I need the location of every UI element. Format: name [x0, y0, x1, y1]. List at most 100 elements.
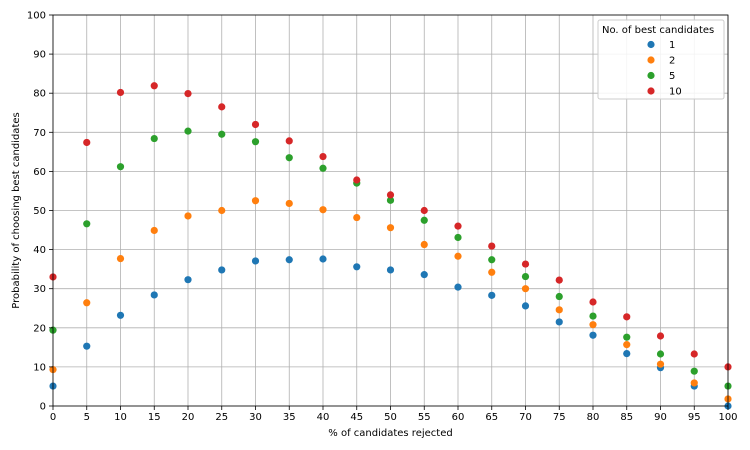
x-tick-label: 90	[654, 412, 667, 423]
data-point-series-5	[488, 256, 496, 264]
x-tick-label: 0	[50, 412, 56, 423]
data-point-series-1	[150, 291, 158, 299]
legend-marker	[647, 40, 655, 49]
data-point-series-5	[285, 154, 293, 162]
data-point-series-5	[319, 164, 327, 172]
data-point-series-10	[454, 222, 462, 230]
data-point-series-1	[218, 266, 226, 274]
y-tick-label: 40	[33, 245, 46, 256]
legend: No. of best candidates 1 2 5 10	[597, 19, 725, 100]
data-point-series-2	[184, 212, 192, 220]
data-point-series-2	[285, 199, 293, 208]
x-tick-label: 55	[418, 412, 431, 423]
x-tick-label: 15	[148, 412, 161, 423]
data-point-series-2	[589, 321, 597, 329]
data-point-series-10	[386, 191, 395, 199]
data-point-series-2	[488, 268, 496, 276]
data-point-series-5	[218, 130, 226, 138]
x-tick-label: 40	[317, 412, 330, 423]
data-point-series-10	[623, 313, 631, 321]
x-tick-label: 25	[215, 412, 228, 423]
data-point-series-2	[386, 224, 395, 232]
legend-box	[597, 19, 725, 100]
legend-label: 1	[669, 40, 675, 51]
data-point-series-10	[251, 120, 260, 129]
data-point-series-5	[454, 233, 462, 242]
data-point-series-5	[83, 220, 91, 228]
data-point-series-5	[184, 127, 192, 135]
data-point-series-1	[488, 291, 496, 299]
data-point-series-1	[386, 266, 395, 274]
legend-label: 2	[669, 56, 675, 67]
x-tick-label: 95	[688, 412, 701, 423]
x-tick-label: 100	[718, 412, 737, 423]
data-point-series-1	[83, 342, 91, 350]
data-point-series-5	[656, 350, 665, 358]
data-point-series-10	[218, 103, 226, 111]
legend-marker	[647, 87, 655, 95]
data-point-series-5	[116, 163, 125, 171]
data-point-series-2	[656, 360, 665, 368]
x-tick-label: 85	[620, 412, 633, 423]
data-point-series-10	[488, 242, 496, 250]
data-point-series-5	[386, 196, 395, 204]
data-point-series-2	[150, 226, 158, 235]
data-point-series-10	[184, 89, 192, 98]
data-point-series-1	[285, 256, 293, 264]
data-point-series-1	[454, 283, 462, 291]
legend-title: No. of best candidates	[602, 25, 714, 36]
y-tick-label: 60	[33, 167, 46, 178]
data-point-series-5	[150, 134, 158, 143]
data-point-series-10	[690, 350, 698, 358]
data-point-series-1	[521, 302, 530, 310]
y-tick-label: 80	[33, 89, 46, 100]
data-point-series-10	[656, 332, 665, 340]
y-tick-label: 100	[27, 11, 46, 22]
data-point-series-1	[116, 311, 125, 319]
data-point-series-2	[116, 254, 125, 263]
y-tick-label: 90	[33, 50, 46, 61]
data-point-series-10	[83, 138, 91, 147]
data-point-series-1	[555, 318, 563, 326]
data-point-series-2	[690, 379, 698, 387]
axis-ticks: 0 5 10 15 20 25 30 35 40 45 50 55 60 65 70 75 80 85 90 95 10…	[27, 11, 738, 424]
y-tick-label: 0	[40, 402, 46, 413]
y-tick-label: 20	[33, 323, 46, 334]
data-point-series-2	[420, 240, 428, 249]
data-point-series-1	[353, 263, 361, 271]
data-point-series-1	[319, 255, 327, 263]
data-point-series-10	[116, 88, 125, 97]
data-point-series-10	[555, 276, 563, 284]
legend-label: 10	[669, 87, 682, 98]
data-point-series-2	[555, 306, 563, 314]
data-point-series-5	[589, 312, 597, 320]
data-point-series-5	[420, 216, 428, 224]
data-point-series-5	[251, 138, 260, 146]
data-point-series-2	[319, 206, 327, 214]
y-axis-label: Probability of choosing best candidates	[11, 112, 22, 308]
x-tick-label: 50	[384, 412, 397, 423]
data-point-series-2	[83, 299, 91, 307]
data-point-series-1	[623, 350, 631, 358]
data-point-series-5	[555, 292, 563, 301]
data-point-series-10	[589, 298, 597, 306]
data-point-series-5	[623, 333, 631, 341]
data-point-series-2	[251, 197, 260, 205]
legend-marker	[647, 56, 655, 64]
x-tick-label: 20	[182, 412, 195, 423]
x-tick-label: 75	[553, 412, 566, 423]
legend-items: 1 2 5 10	[647, 40, 682, 98]
x-tick-label: 45	[350, 412, 363, 423]
y-tick-label: 70	[33, 128, 46, 139]
data-point-series-10	[420, 206, 428, 215]
data-point-series-5	[690, 367, 698, 375]
data-point-series-10	[353, 176, 361, 184]
data-point-series-1	[251, 257, 260, 265]
data-point-series-5	[521, 272, 530, 281]
data-point-series-2	[353, 213, 361, 222]
x-axis-label: % of candidates rejected	[328, 428, 452, 439]
data-point-series-10	[319, 152, 327, 161]
x-tick-label: 80	[587, 412, 600, 423]
